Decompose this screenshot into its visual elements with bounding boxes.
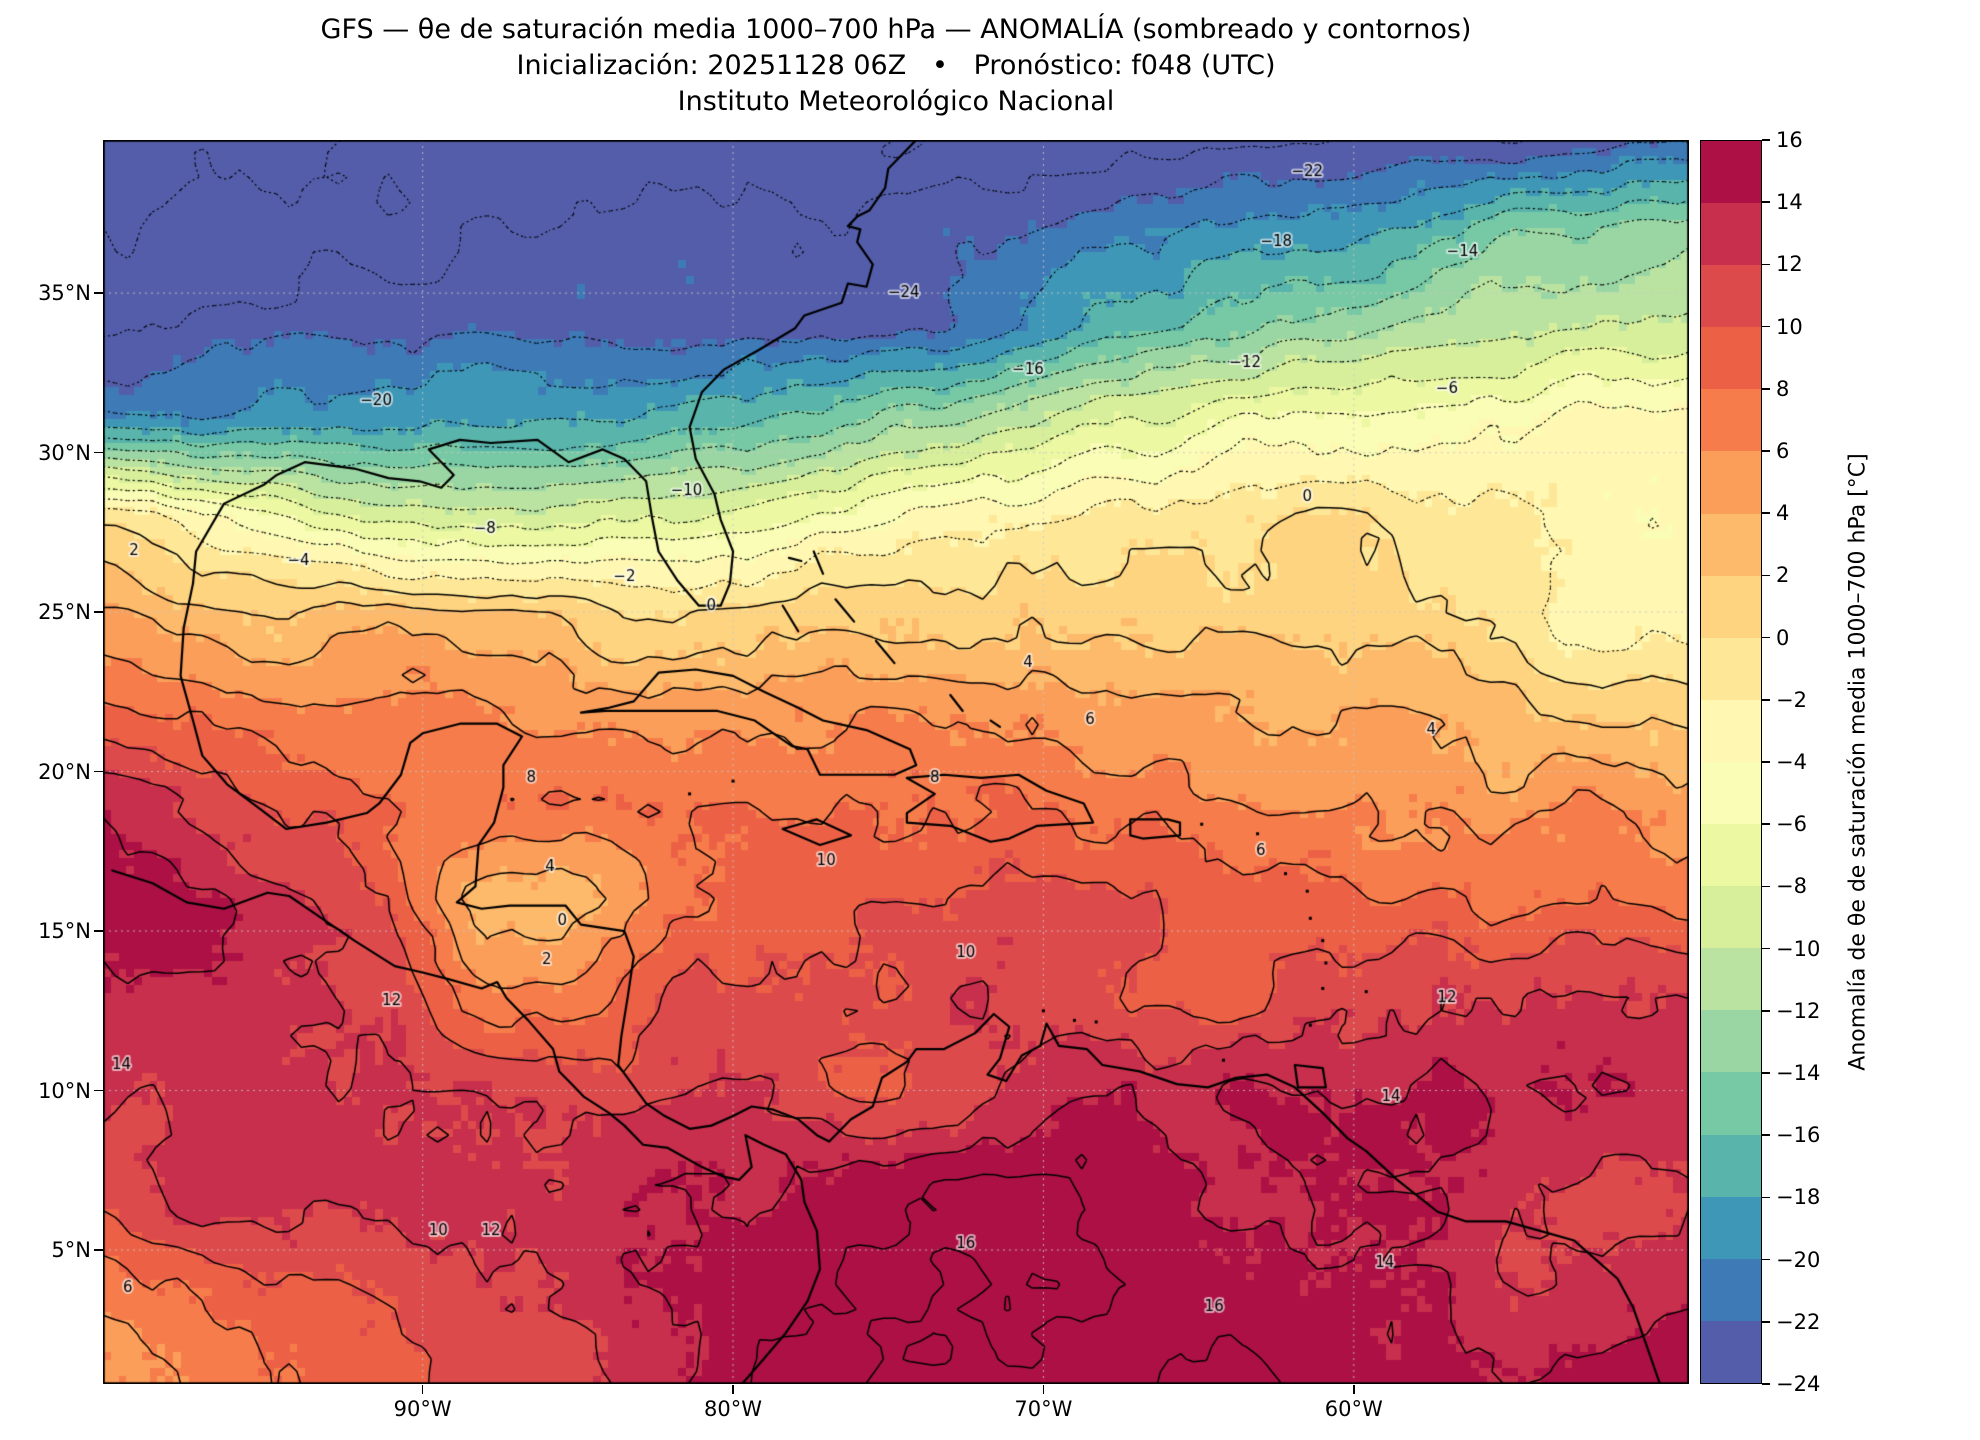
colorbar-tick-mark <box>1762 1072 1770 1074</box>
colorbar-band <box>1701 389 1761 452</box>
colorbar-tick-label: 16 <box>1776 128 1803 152</box>
x-tick-mark <box>732 1385 734 1394</box>
chart-title-line1: GFS — θe de saturación media 1000–700 hP… <box>320 14 1472 45</box>
colorbar-band <box>1701 327 1761 390</box>
colorbar-tick-label: 8 <box>1776 376 1790 401</box>
x-tick-label: 60°W <box>1324 1397 1383 1421</box>
colorbar-tick-label: −22 <box>1776 1309 1821 1334</box>
y-tick-mark <box>94 1089 103 1092</box>
colorbar-tick-mark <box>1762 1258 1770 1261</box>
y-tick-label: 10°N <box>38 1078 91 1103</box>
colorbar-tick-mark <box>1762 761 1770 763</box>
map-plot-area <box>103 140 1689 1384</box>
y-tick-label: 20°N <box>38 759 91 784</box>
y-tick-mark <box>94 930 103 932</box>
colorbar-band <box>1701 141 1761 204</box>
x-tick-mark <box>1352 1385 1355 1394</box>
colorbar-tick-label: 10 <box>1776 314 1803 339</box>
colorbar-band <box>1701 824 1761 887</box>
colorbar-tick-label: −12 <box>1776 998 1821 1023</box>
y-tick-mark <box>94 770 103 773</box>
colorbar-tick-mark <box>1762 263 1770 266</box>
colorbar-tick-label: 6 <box>1776 439 1790 463</box>
colorbar-tick-mark <box>1762 1321 1770 1323</box>
colorbar-tick-label: −14 <box>1776 1061 1821 1085</box>
colorbar-tick-label: −10 <box>1776 936 1821 961</box>
colorbar-tick-label: 4 <box>1776 501 1790 526</box>
colorbar-tick-label: −20 <box>1776 1247 1821 1272</box>
colorbar-tick-mark <box>1762 947 1770 950</box>
colorbar-band <box>1701 1320 1761 1383</box>
colorbar-band <box>1701 699 1761 762</box>
colorbar-tick-mark <box>1762 699 1770 701</box>
x-tick-mark <box>1042 1385 1045 1394</box>
colorbar-tick-label: −8 <box>1776 874 1807 899</box>
colorbar-tick-mark <box>1762 1383 1770 1385</box>
y-tick-label: 30°N <box>38 440 91 465</box>
chart-header: GFS — θe de saturación media 1000–700 hP… <box>103 12 1689 120</box>
colorbar-tick-label: −6 <box>1776 812 1807 837</box>
colorbar-band <box>1701 203 1761 266</box>
colorbar-tick-mark <box>1762 325 1770 328</box>
x-tick-label: 70°W <box>1014 1397 1073 1421</box>
colorbar-axis-label: Anomalía de θe de saturación media 1000–… <box>1845 453 1871 1071</box>
y-tick-mark <box>94 451 103 454</box>
colorbar-tick-mark <box>1762 388 1770 390</box>
colorbar-tick-label: −2 <box>1776 687 1807 712</box>
colorbar-band <box>1701 948 1761 1011</box>
y-tick-mark <box>94 1249 103 1251</box>
colorbar-band <box>1701 513 1761 576</box>
colorbar-band <box>1701 1072 1761 1135</box>
colorbar-tick-mark <box>1762 512 1770 514</box>
anomaly-map-canvas <box>103 140 1689 1384</box>
colorbar-tick-label: 12 <box>1776 252 1803 277</box>
colorbar-tick-label: −4 <box>1776 750 1807 774</box>
y-tick-mark <box>94 292 103 294</box>
colorbar-tick-mark <box>1762 574 1770 577</box>
colorbar-tick-label: 14 <box>1776 190 1803 215</box>
chart-title-line3: Instituto Meteorológico Nacional <box>677 86 1115 117</box>
chart-title-line2: Inicialización: 20251128 06Z • Pronóstic… <box>516 50 1276 81</box>
colorbar-tick-label: 0 <box>1776 625 1790 650</box>
colorbar-band <box>1701 1010 1761 1073</box>
colorbar-band <box>1701 761 1761 825</box>
colorbar-band <box>1701 451 1761 514</box>
colorbar-tick-mark <box>1762 450 1770 452</box>
colorbar-tick-mark <box>1762 636 1770 639</box>
colorbar-tick-mark <box>1762 1010 1770 1012</box>
colorbar <box>1700 140 1762 1384</box>
colorbar-band <box>1701 1258 1761 1321</box>
colorbar-band <box>1701 575 1761 638</box>
colorbar-band <box>1701 886 1761 949</box>
colorbar-band <box>1701 265 1761 328</box>
x-tick-label: 80°W <box>704 1397 763 1421</box>
y-tick-label: 25°N <box>38 600 91 625</box>
y-tick-label: 5°N <box>51 1238 91 1263</box>
y-tick-label: 35°N <box>38 281 91 306</box>
colorbar-tick-mark <box>1762 885 1770 888</box>
y-tick-label: 15°N <box>38 919 91 944</box>
colorbar-tick-label: 2 <box>1776 563 1790 588</box>
colorbar-tick-label: −24 <box>1776 1372 1821 1396</box>
colorbar-tick-mark <box>1762 1196 1770 1199</box>
colorbar-tick-mark <box>1762 139 1770 141</box>
colorbar-tick-mark <box>1762 823 1770 825</box>
x-tick-mark <box>421 1385 424 1394</box>
colorbar-band <box>1701 1134 1761 1197</box>
colorbar-tick-label: −18 <box>1776 1185 1821 1210</box>
colorbar-tick-mark <box>1762 1134 1770 1136</box>
colorbar-tick-mark <box>1762 201 1770 203</box>
colorbar-band <box>1701 1196 1761 1259</box>
colorbar-tick-label: −16 <box>1776 1123 1821 1148</box>
x-tick-label: 90°W <box>393 1397 452 1421</box>
colorbar-band <box>1701 637 1761 700</box>
y-tick-mark <box>94 611 103 613</box>
